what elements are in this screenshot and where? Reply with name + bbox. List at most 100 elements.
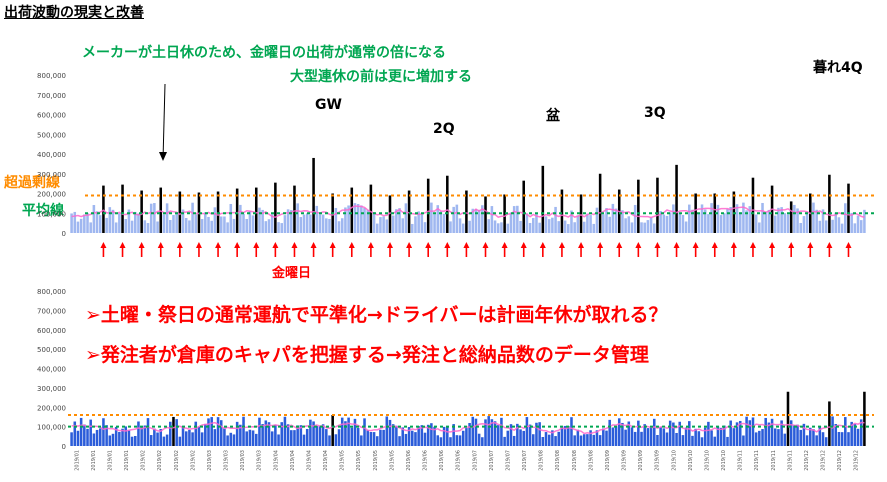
daily-bar [509, 212, 513, 233]
daily-bar [191, 202, 194, 233]
daily-bar [261, 209, 264, 233]
daily-bar [258, 417, 261, 446]
daily-bar [481, 437, 484, 446]
daily-bar [388, 419, 392, 446]
x-tick-label: 2019/06 [456, 450, 462, 471]
daily-bar [433, 214, 436, 233]
y-tick-label: 700,000 [37, 307, 66, 315]
daily-bar [296, 425, 299, 446]
daily-bar [824, 437, 828, 446]
friday-arrowhead [578, 242, 585, 248]
friday-peak-bar [560, 189, 564, 233]
daily-bar [442, 426, 446, 446]
daily-bar [73, 421, 77, 446]
daily-bar [621, 210, 624, 233]
daily-bar [312, 421, 315, 446]
friday-arrowhead [826, 242, 833, 248]
friday-peak-bar [407, 190, 411, 233]
daily-bar [719, 215, 723, 233]
daily-bar [608, 419, 611, 446]
daily-bar [251, 215, 255, 233]
friday-peak-bar [331, 415, 334, 446]
daily-bar [834, 424, 838, 446]
daily-bar [181, 209, 185, 233]
daily-bar [83, 424, 86, 446]
daily-bar [274, 424, 277, 446]
friday-arrowhead [425, 242, 432, 248]
daily-bar [729, 420, 732, 446]
daily-bar [859, 220, 863, 233]
x-tick-label: 2019/08 [539, 450, 545, 471]
daily-bar [248, 211, 252, 233]
daily-bar [267, 422, 271, 446]
daily-bar [656, 434, 659, 446]
daily-bar [516, 423, 519, 446]
daily-bar [89, 222, 92, 233]
daily-bar [334, 434, 338, 446]
daily-bar [621, 422, 624, 446]
moving-average-line [71, 421, 865, 435]
daily-bar [554, 206, 557, 233]
daily-bar [165, 434, 169, 446]
peak-label-3q: 3Q [644, 105, 666, 121]
daily-bar [86, 213, 89, 233]
peak-label-2q: 2Q [433, 121, 455, 137]
daily-bar [340, 417, 344, 446]
daily-bar [840, 223, 844, 233]
daily-bar [375, 223, 379, 233]
daily-bar [802, 423, 806, 446]
daily-bar [191, 432, 194, 446]
daily-bar [124, 426, 127, 446]
daily-bar [684, 221, 688, 233]
daily-bar [512, 206, 516, 233]
daily-bar [305, 428, 309, 446]
daily-bar [506, 223, 510, 233]
x-tick-label: 2019/11 [738, 450, 744, 471]
friday-arrowhead [444, 242, 451, 248]
daily-bar [688, 421, 691, 446]
daily-bar [627, 216, 631, 233]
y-tick-label: 100,000 [37, 210, 66, 218]
daily-bar [824, 220, 828, 233]
daily-bar [570, 417, 573, 446]
daily-bar [646, 428, 650, 446]
friday-arrowhead [215, 242, 222, 248]
daily-bar [92, 205, 96, 233]
daily-bar [809, 427, 812, 446]
daily-bar [423, 222, 427, 233]
daily-bar [165, 203, 169, 233]
friday-arrowhead [157, 242, 164, 248]
daily-bar [786, 214, 790, 233]
page-title: 出荷波動の現実と改善 [4, 5, 144, 21]
friday-peak-bar [484, 196, 487, 233]
daily-bar [114, 426, 118, 446]
friday-arrowhead [310, 242, 317, 248]
x-tick-label: 2019/09 [605, 450, 611, 471]
x-tick-label: 2019/12 [804, 450, 810, 471]
friday-peak-bar [369, 184, 373, 233]
daily-bar [194, 214, 198, 233]
daily-bar [111, 433, 115, 446]
daily-bar [471, 208, 475, 233]
friday-arrowhead [749, 242, 756, 248]
daily-bar [146, 418, 150, 446]
daily-bar [133, 435, 137, 446]
friday-arrowhead [253, 242, 260, 248]
daily-bar [592, 434, 596, 446]
daily-bar [169, 220, 172, 233]
daily-bar [315, 205, 319, 233]
x-tick-label: 2019/02 [190, 450, 196, 471]
friday-peak-bar [121, 184, 124, 233]
daily-bar [242, 416, 245, 446]
daily-bar [773, 215, 777, 233]
daily-bar [652, 418, 656, 446]
daily-bar [684, 427, 688, 446]
daily-bar [264, 420, 268, 446]
daily-bar [328, 218, 331, 233]
daily-bar [232, 218, 236, 233]
friday-peak-bar [172, 416, 175, 446]
daily-bar [697, 431, 701, 446]
daily-bar [108, 435, 112, 446]
daily-bar [688, 204, 691, 233]
x-tick-label: 2019/11 [771, 450, 777, 471]
